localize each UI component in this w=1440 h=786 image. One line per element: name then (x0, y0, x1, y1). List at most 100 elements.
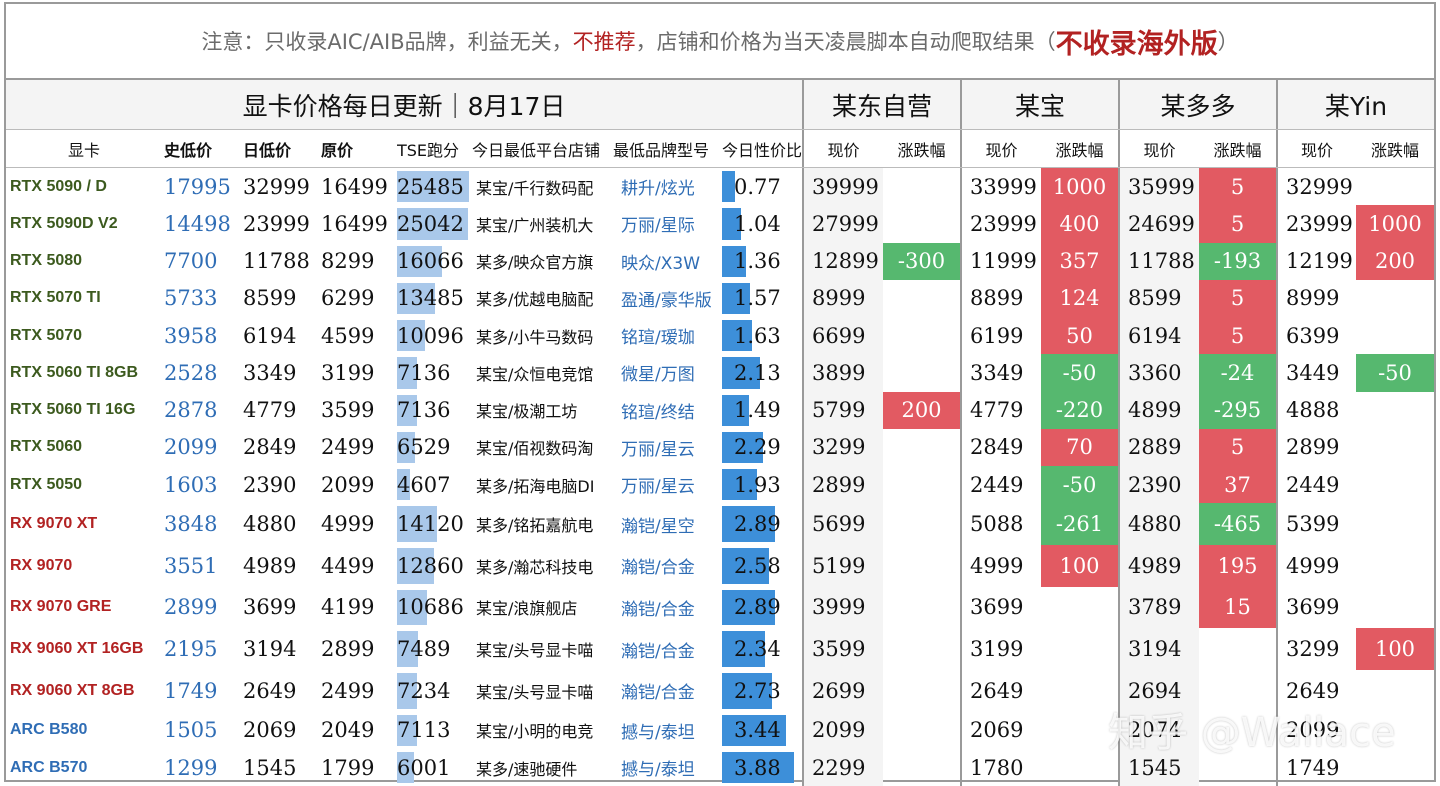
day-low-price: 4880 (243, 512, 297, 537)
dy-change (1356, 317, 1434, 354)
pdd-price: 3789 (1120, 586, 1199, 629)
pdd-change: -193 (1199, 242, 1278, 280)
pdd-change: 5 (1199, 205, 1278, 243)
tse-score-cell: 7136 (397, 354, 472, 391)
col-tse: TSE跑分 (397, 140, 460, 160)
hist-low-price: 7700 (164, 249, 218, 274)
tb-price: 5088 (970, 512, 1024, 537)
col-ratio: 今日性价比 (722, 130, 804, 167)
gpu-name: RTX 5060 TI 16G (10, 401, 136, 419)
tse-score-cell: 12860 (397, 545, 472, 587)
tse-score: 10096 (397, 323, 464, 348)
value-ratio: 0.77 (734, 174, 781, 199)
tse-score-bar (397, 506, 438, 542)
jd-change (883, 503, 962, 545)
day-low-price: 2069 (243, 718, 297, 743)
table-row: RTX 5070 TI 5733 8599 6299 13485 某多/优越电脑配 盈通/豪… (6, 279, 1434, 317)
col-orig: 原价 (321, 140, 354, 160)
tb-price: 1780 (970, 755, 1024, 780)
value-ratio-bar (722, 245, 747, 277)
tse-score-cell: 7113 (397, 712, 472, 749)
table-row: ARC B580 1505 2069 2049 7113 某宝/小明的电竞 撼与/泰坦 3.4… (6, 711, 1434, 749)
lowest-model: 铭瑄/瑷珈 (621, 328, 695, 349)
jd-change (883, 670, 962, 712)
table-row: RX 9060 XT 8GB 1749 2649 2499 7234 某宝/头号显卡喵 瀚铠… (6, 670, 1434, 712)
tb-change (1041, 670, 1120, 712)
lowest-model: 耕升/炫光 (621, 179, 695, 200)
dy-change (1356, 503, 1434, 545)
tse-score-bar (397, 631, 419, 667)
table-body: RTX 5090 / D 17995 32999 16499 25485 某宝/千行数码配… (6, 168, 1434, 786)
gpu-name: RX 9060 XT 8GB (10, 681, 135, 699)
value-ratio-cell: 2.89 (722, 586, 804, 629)
dy-price: 32999 (1286, 174, 1353, 199)
col-model: 最低品牌型号 (613, 140, 710, 160)
jd-change (883, 748, 962, 786)
dy-change (1356, 429, 1434, 466)
jd-price: 6699 (804, 317, 883, 355)
tse-score: 7136 (397, 360, 451, 385)
value-ratio-bar (722, 631, 765, 667)
tse-score-bar (397, 208, 468, 240)
tse-score: 7136 (397, 398, 451, 423)
dy-price: 6399 (1286, 323, 1340, 348)
dy-price: 2649 (1286, 678, 1340, 703)
pdd-change (1199, 711, 1278, 749)
lowest-model: 万丽/星际 (621, 216, 695, 237)
day-low-price: 3699 (243, 595, 297, 620)
table-row: RTX 5060 TI 16G 2878 4779 3599 7136 某宝/极潮工坊 铭瑄… (6, 391, 1434, 429)
value-ratio-bar (722, 320, 752, 352)
pdd-price: 3360 (1120, 354, 1199, 392)
lowest-model: 映众/X3W (621, 253, 700, 274)
dy-price: 4888 (1286, 398, 1340, 423)
value-ratio: 1.49 (734, 398, 781, 423)
original-price: 4599 (321, 323, 375, 348)
pdd-price: 8599 (1120, 279, 1199, 317)
hist-low-price: 2195 (164, 637, 218, 662)
tse-score-cell: 16066 (397, 243, 472, 280)
pdd-change (1199, 670, 1278, 712)
tse-score: 6001 (397, 755, 451, 780)
tb-change: 50 (1041, 317, 1120, 355)
value-ratio-bar (722, 751, 794, 784)
pdd-change (1199, 748, 1278, 786)
day-low-price: 2849 (243, 435, 297, 460)
pdd-price: 4899 (1120, 391, 1199, 429)
original-price: 4999 (321, 512, 375, 537)
tse-score-cell: 10686 (397, 587, 472, 629)
table-row: RTX 5050 1603 2390 2099 4607 某多/拓海电脑DI 万丽/星云 1.… (6, 466, 1434, 504)
lowest-store: 某宝/头号显卡喵 (476, 641, 594, 661)
table-row: RX 9070 XT 3848 4880 4999 14120 某多/铭拓嘉航电 瀚铠/星空… (6, 503, 1434, 545)
value-ratio-cell: 1.04 (722, 205, 804, 243)
tse-score: 7113 (397, 718, 451, 743)
lowest-store: 某多/瀚芯科技电 (476, 557, 594, 577)
lowest-store: 某多/小牛马数码 (476, 327, 594, 347)
value-ratio-bar (722, 506, 776, 542)
pdd-change: 15 (1199, 586, 1278, 629)
pdd-change: -465 (1199, 503, 1278, 545)
pdd-price: 2390 (1120, 466, 1199, 504)
col-tb-change: 涨跌幅 (1041, 130, 1120, 167)
table-row: RTX 5060 TI 8GB 2528 3349 3199 7136 某宝/众恒电竞馆 微… (6, 354, 1434, 392)
gpu-name: RX 9070 (10, 556, 73, 574)
tb-price: 23999 (970, 211, 1037, 236)
jd-price: 12899 (804, 242, 883, 280)
jd-price: 5199 (804, 544, 883, 587)
table-row: RTX 5090D V2 14498 23999 16499 25042 某宝/广州装机大… (6, 205, 1434, 243)
lowest-store: 某多/铭拓嘉航电 (476, 516, 594, 536)
pdd-price: 11788 (1120, 242, 1199, 280)
original-price: 2099 (321, 472, 375, 497)
value-ratio-cell: 1.93 (722, 466, 804, 504)
jd-price: 3999 (804, 586, 883, 629)
value-ratio: 2.89 (734, 512, 781, 537)
dy-change (1356, 749, 1434, 786)
col-hist-low: 史低价 (164, 140, 213, 160)
tb-price: 11999 (970, 249, 1037, 274)
tb-change: 124 (1041, 279, 1120, 317)
gpu-name: RTX 5080 (10, 252, 83, 270)
gpu-name: RX 9070 GRE (10, 598, 112, 616)
jd-change (883, 544, 962, 587)
tse-score-bar (397, 431, 416, 463)
original-price: 2499 (321, 678, 375, 703)
table-row: RX 9060 XT 16GB 2195 3194 2899 7489 某宝/头号显卡喵 瀚… (6, 628, 1434, 670)
